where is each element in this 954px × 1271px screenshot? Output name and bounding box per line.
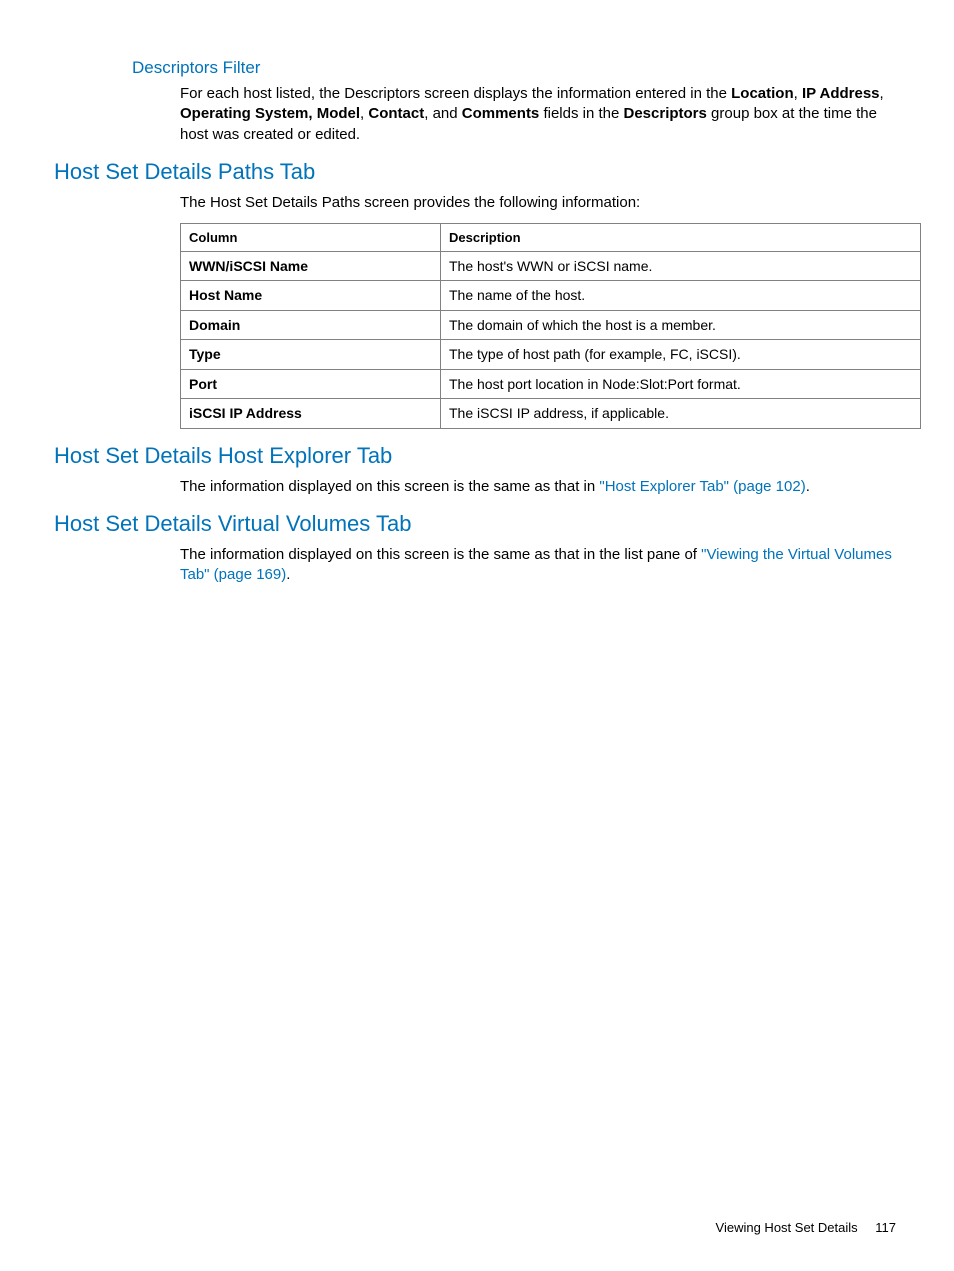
- cell-description: The host's WWN or iSCSI name.: [441, 251, 921, 281]
- text-run: , and: [424, 105, 462, 122]
- table-row: DomainThe domain of which the host is a …: [181, 310, 921, 340]
- paths-table: Column Description WWN/iSCSI NameThe hos…: [180, 223, 921, 429]
- heading-virtual-volumes-tab: Host Set Details Virtual Volumes Tab: [54, 511, 900, 537]
- table-row: WWN/iSCSI NameThe host's WWN or iSCSI na…: [181, 251, 921, 281]
- link-host-explorer-tab[interactable]: "Host Explorer Tab" (page 102): [599, 478, 805, 495]
- cell-description: The host port location in Node:Slot:Port…: [441, 369, 921, 399]
- text-suffix: .: [286, 566, 290, 583]
- bold-term: Contact: [368, 105, 424, 122]
- heading-paths-tab: Host Set Details Paths Tab: [54, 159, 900, 185]
- text-run: ,: [880, 85, 884, 102]
- section-host-explorer-tab: Host Set Details Host Explorer Tab The i…: [82, 443, 900, 497]
- heading-host-explorer-tab: Host Set Details Host Explorer Tab: [54, 443, 900, 469]
- table-row: PortThe host port location in Node:Slot:…: [181, 369, 921, 399]
- cell-description: The name of the host.: [441, 281, 921, 311]
- cell-column-name: Port: [181, 369, 441, 399]
- bold-term: Comments: [462, 105, 540, 122]
- page-footer: Viewing Host Set Details 117: [716, 1220, 896, 1235]
- cell-description: The iSCSI IP address, if applicable.: [441, 399, 921, 429]
- bold-term: Operating System, Model: [180, 105, 360, 122]
- paths-table-container: Column Description WWN/iSCSI NameThe hos…: [180, 223, 900, 429]
- table-row: Host NameThe name of the host.: [181, 281, 921, 311]
- text-prefix: The information displayed on this screen…: [180, 478, 599, 495]
- para-host-explorer: The information displayed on this screen…: [180, 477, 900, 497]
- bold-term: IP Address: [802, 85, 880, 102]
- cell-column-name: iSCSI IP Address: [181, 399, 441, 429]
- heading-descriptors-filter: Descriptors Filter: [132, 58, 900, 78]
- th-column: Column: [181, 224, 441, 252]
- text-run: fields in the: [539, 105, 623, 122]
- bold-term: Descriptors: [624, 105, 707, 122]
- table-row: TypeThe type of host path (for example, …: [181, 340, 921, 370]
- section-virtual-volumes-tab: Host Set Details Virtual Volumes Tab The…: [82, 511, 900, 586]
- para-descriptors-filter: For each host listed, the Descriptors sc…: [180, 84, 900, 145]
- table-header-row: Column Description: [181, 224, 921, 252]
- cell-column-name: Domain: [181, 310, 441, 340]
- para-paths-intro: The Host Set Details Paths screen provid…: [180, 193, 900, 213]
- text-prefix: The information displayed on this screen…: [180, 546, 701, 563]
- footer-page-number: 117: [875, 1220, 896, 1235]
- text-run: For each host listed, the Descriptors sc…: [180, 85, 731, 102]
- bold-term: Location: [731, 85, 794, 102]
- text-suffix: .: [806, 478, 810, 495]
- cell-column-name: WWN/iSCSI Name: [181, 251, 441, 281]
- text-run: ,: [794, 85, 802, 102]
- cell-description: The domain of which the host is a member…: [441, 310, 921, 340]
- table-row: iSCSI IP AddressThe iSCSI IP address, if…: [181, 399, 921, 429]
- cell-column-name: Host Name: [181, 281, 441, 311]
- document-page: Descriptors Filter For each host listed,…: [0, 0, 954, 1271]
- section-paths-tab: Host Set Details Paths Tab The Host Set …: [82, 159, 900, 429]
- footer-section-title: Viewing Host Set Details: [716, 1220, 858, 1235]
- section-descriptors-filter: Descriptors Filter For each host listed,…: [82, 58, 900, 145]
- cell-column-name: Type: [181, 340, 441, 370]
- cell-description: The type of host path (for example, FC, …: [441, 340, 921, 370]
- th-description: Description: [441, 224, 921, 252]
- para-virtual-volumes: The information displayed on this screen…: [180, 545, 900, 586]
